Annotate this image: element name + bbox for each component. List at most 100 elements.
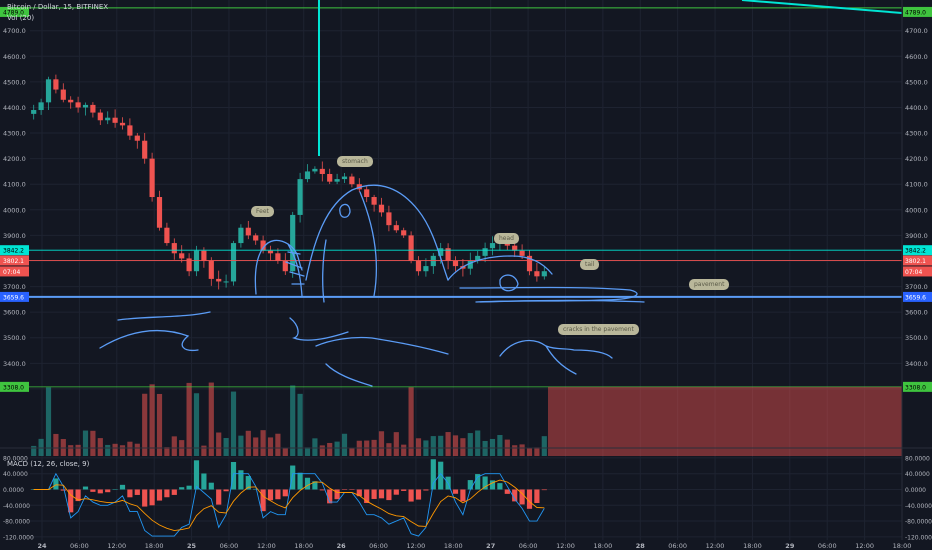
macd-histogram-bar — [193, 460, 200, 490]
volume-bar — [38, 438, 44, 456]
candle-body — [75, 102, 81, 108]
candle-body — [334, 179, 340, 182]
macd-tick-left: -80.0000 — [3, 519, 30, 526]
time-tick: 18:00 — [145, 542, 164, 550]
candle-body — [82, 104, 89, 108]
volume-bar — [415, 438, 422, 456]
volume-bar — [142, 393, 148, 456]
volume-bar — [82, 430, 89, 456]
candle-body — [319, 168, 325, 174]
macd-histogram-bar — [75, 489, 81, 502]
volume-bar — [53, 433, 59, 456]
volume-bar — [186, 382, 192, 456]
macd-histogram-bar — [179, 487, 185, 490]
candle-body — [423, 266, 429, 272]
candle-body — [134, 135, 140, 141]
price-tick-right: 4600.0 — [905, 53, 928, 61]
price-tick-right: 4100.0 — [905, 181, 928, 189]
macd-histogram-bar — [401, 489, 407, 491]
volume-bar — [408, 387, 414, 456]
macd-histogram-bar — [541, 489, 547, 491]
macd-histogram-bar — [238, 470, 244, 490]
macd-tick-right: -80.0000 — [905, 519, 932, 526]
candle-body — [541, 271, 547, 277]
volume-bar — [386, 443, 392, 456]
macd-tick-right: 0.0000 — [905, 487, 926, 494]
time-tick: 12:00 — [556, 542, 575, 550]
trend-lines — [318, 0, 903, 156]
volume-bar — [393, 432, 399, 456]
candle-body — [164, 227, 170, 244]
price-tag-countdown-bg — [0, 266, 29, 277]
volume-bar — [349, 447, 355, 456]
candle-body — [445, 248, 451, 261]
volume-bar — [31, 445, 37, 456]
macd-histogram-bar — [378, 489, 385, 499]
macd-histogram-bar — [267, 489, 274, 501]
candle-body — [519, 250, 525, 256]
price-tag-green-bg — [903, 381, 932, 392]
candle-body — [452, 260, 459, 267]
price-tick-right: 4500.0 — [905, 78, 928, 86]
symbol-title: Bitcoin / Dollar, 15, BITFINEX — [7, 3, 109, 11]
volume-bar — [489, 438, 496, 456]
macd-histogram-bar — [356, 489, 362, 497]
volume-bar — [460, 438, 466, 456]
candle-body — [297, 179, 303, 215]
callout-stomach[interactable]: stomach — [337, 156, 373, 167]
volume-bar — [201, 445, 207, 456]
volume-bar — [45, 387, 52, 456]
time-tick: 26 — [337, 542, 347, 550]
candle-body — [304, 171, 311, 180]
candle-body — [260, 240, 266, 251]
macd-histogram-bar — [186, 485, 192, 490]
drawing-stroke — [339, 203, 351, 218]
candle-body — [327, 173, 333, 182]
volume-bar — [90, 430, 96, 456]
callout-feet[interactable]: Feet — [251, 206, 274, 217]
time-tick: 12:00 — [855, 542, 874, 550]
price-tick-left: 4600.0 — [3, 53, 26, 61]
price-tick-left: 3500.0 — [3, 334, 26, 342]
volume-bar — [75, 444, 81, 456]
callout-cracks[interactable]: cracks in the pavement — [558, 324, 639, 335]
price-tag-top: 4789.0 — [3, 9, 24, 16]
price-tag-cyan: 3842.2 — [3, 248, 24, 255]
price-tag-cyan-bg — [903, 245, 932, 256]
candle-body — [186, 258, 192, 272]
callout-head[interactable]: head — [494, 233, 519, 244]
freehand-drawing — [99, 184, 645, 387]
candle-body — [364, 189, 370, 198]
time-tick: 27 — [486, 542, 495, 550]
price-tick-left: 3900.0 — [3, 232, 26, 240]
drawing-stroke — [315, 336, 449, 355]
price-tag-countdown: 07:04 — [905, 269, 922, 276]
time-tick: 12:00 — [407, 542, 426, 550]
macd-line — [33, 472, 545, 537]
callout-tail[interactable]: tail — [580, 259, 600, 270]
drawing-stroke — [447, 255, 553, 281]
candle-body — [534, 271, 540, 277]
volume-bar — [97, 438, 103, 456]
candle-body — [393, 225, 399, 231]
volume-bar — [290, 385, 296, 456]
volume-bar — [223, 438, 229, 456]
volume-bar — [149, 384, 155, 456]
macd-histogram-bar — [438, 461, 444, 490]
price-tag-green-bg — [0, 381, 29, 392]
candle-body — [467, 260, 473, 269]
candle-body — [526, 255, 533, 272]
macd-histogram-bar — [534, 489, 540, 504]
callout-pavement[interactable]: pavement — [689, 279, 730, 290]
price-tick-right: 3900.0 — [905, 232, 928, 240]
candle-body — [386, 212, 392, 226]
candle-body — [312, 168, 318, 172]
time-tick: 12:00 — [257, 542, 276, 550]
candle-body — [253, 235, 259, 241]
price-levels — [0, 7, 902, 456]
candle-body — [238, 227, 244, 244]
candle-body — [290, 214, 296, 272]
drawing-stroke — [459, 286, 638, 303]
volume-bar — [105, 444, 111, 456]
